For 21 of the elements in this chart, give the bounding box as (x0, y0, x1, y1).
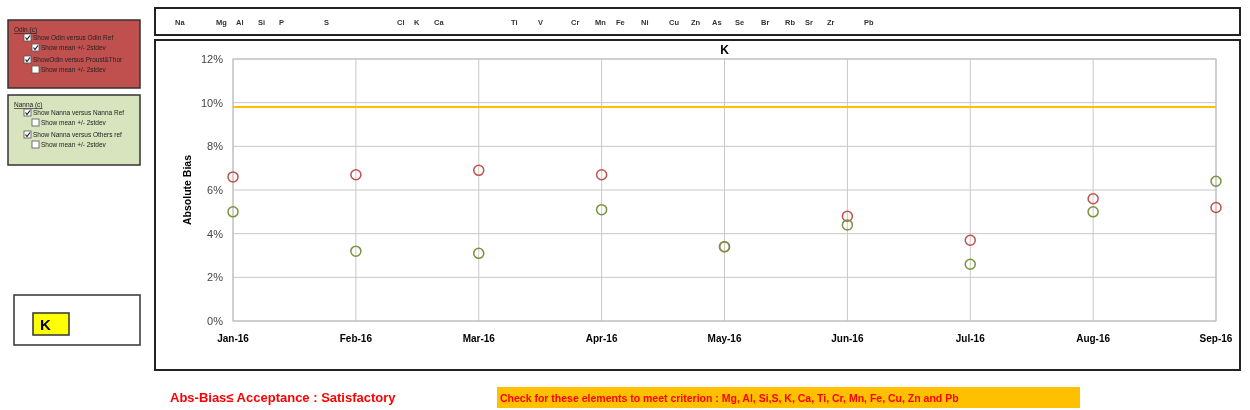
x-tick-label: May-16 (707, 333, 742, 344)
y-tick-label: 8% (207, 140, 224, 153)
y-tick-label: 6% (207, 184, 224, 196)
y-tick-label: 4% (207, 227, 224, 240)
y-tick-label: 12% (200, 53, 224, 65)
text: Check for these elements to meet criterion : Mg, Al, Si,S, K, Ca, Ti, Cr, Mn, Fe, Cu, Zn and Pb (500, 392, 959, 404)
y-tick-label: 0% (207, 315, 224, 327)
x-tick-label: Sep-16 (1199, 333, 1233, 344)
y-axis-title: Absolute Bias (181, 154, 193, 226)
y-tick-label: 10% (200, 96, 224, 109)
chart-title: K (720, 43, 730, 57)
x-tick-label: Jan-16 (217, 333, 250, 344)
x-tick-label: Feb-16 (339, 333, 373, 344)
y-tick-label: 2% (207, 271, 224, 284)
text: Abs-Bias≤ Acceptance : Satisfactory (170, 390, 397, 405)
x-tick-label: Apr-16 (585, 333, 618, 344)
x-tick-label: Jun-16 (831, 333, 864, 344)
x-tick-label: Aug-16 (1076, 333, 1111, 344)
x-tick-label: Mar-16 (462, 333, 496, 344)
text: K (40, 316, 51, 333)
x-tick-label: Jul-16 (955, 333, 986, 344)
